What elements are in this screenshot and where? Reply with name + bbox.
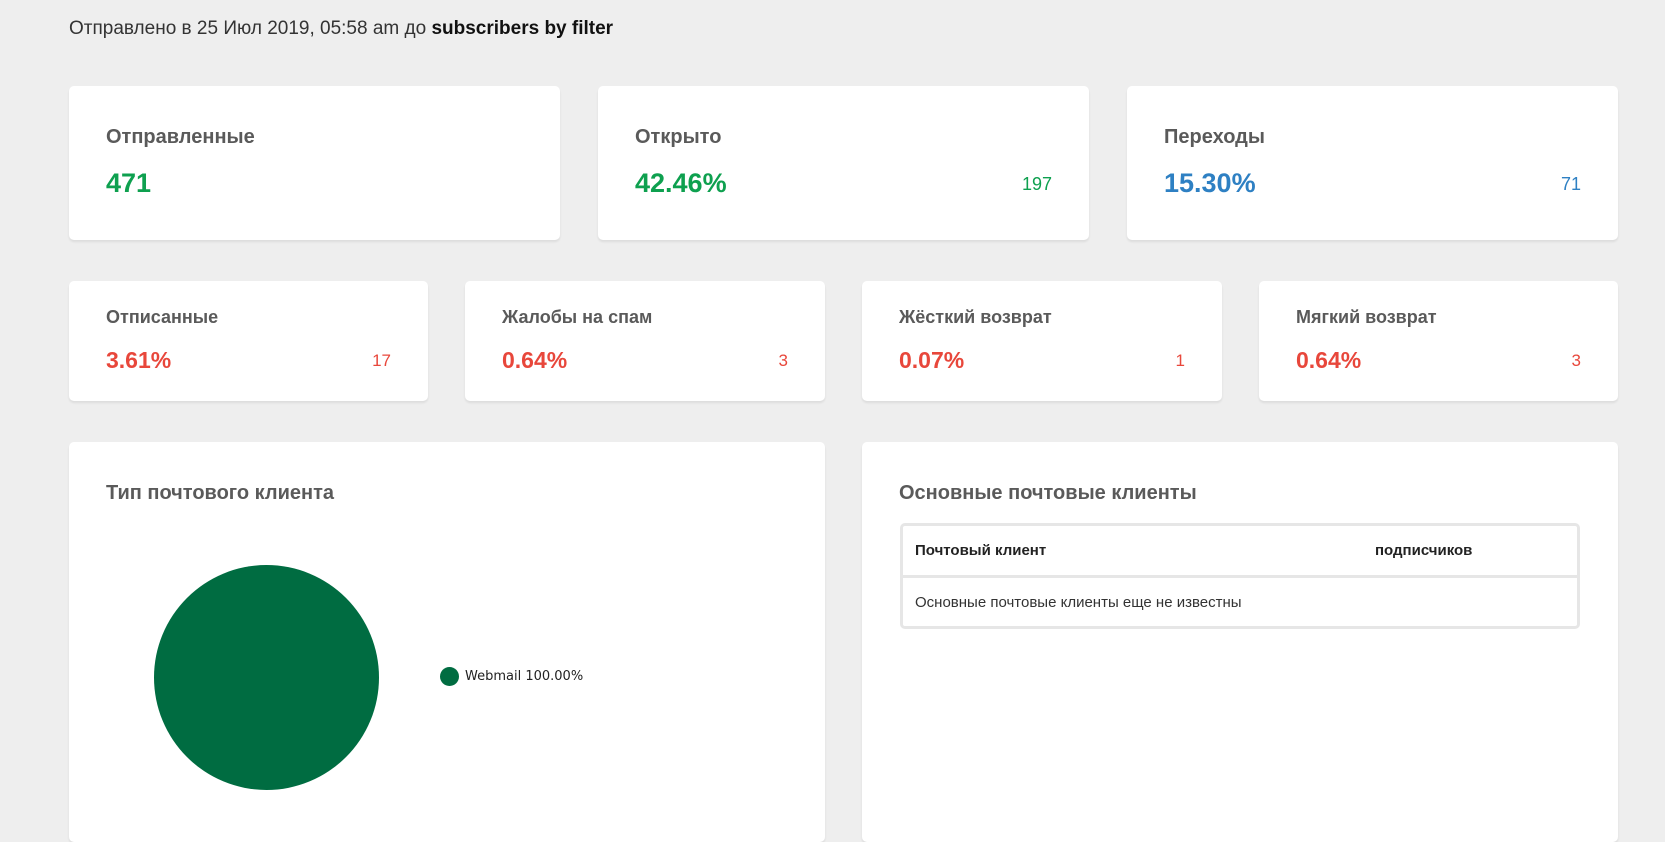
stat-hard-bounce: Жёсткий возврат 0.07% 1 xyxy=(862,281,1222,401)
stat-sent: Отправленные 471 xyxy=(69,86,560,240)
legend-dot-icon xyxy=(440,667,459,686)
top-clients-panel: Основные почтовые клиенты Почтовый клиен… xyxy=(862,442,1618,842)
stat-soft-bounce: Мягкий возврат 0.64% 3 xyxy=(1259,281,1618,401)
stat-spam: Жалобы на спам 0.64% 3 xyxy=(465,281,825,401)
stat-opened: Открыто 42.46% 197 xyxy=(598,86,1089,240)
client-type-panel: Тип почтового клиента Webmail 100.00% xyxy=(69,442,825,842)
table-header: Почтовый клиент подписчиков xyxy=(903,526,1577,578)
sent-info: Отправлено в 25 Июл 2019, 05:58 am до su… xyxy=(69,18,614,39)
top-clients-table: Почтовый клиент подписчиков Основные поч… xyxy=(900,523,1580,629)
legend-webmail: Webmail 100.00% xyxy=(440,667,583,686)
stat-unsubscribed: Отписанные 3.61% 17 xyxy=(69,281,428,401)
pie-slice-webmail xyxy=(154,565,379,790)
stat-clicks: Переходы 15.30% 71 xyxy=(1127,86,1618,240)
table-row: Основные почтовые клиенты еще не известн… xyxy=(915,593,1242,611)
recipient-list: subscribers by filter xyxy=(431,18,614,39)
